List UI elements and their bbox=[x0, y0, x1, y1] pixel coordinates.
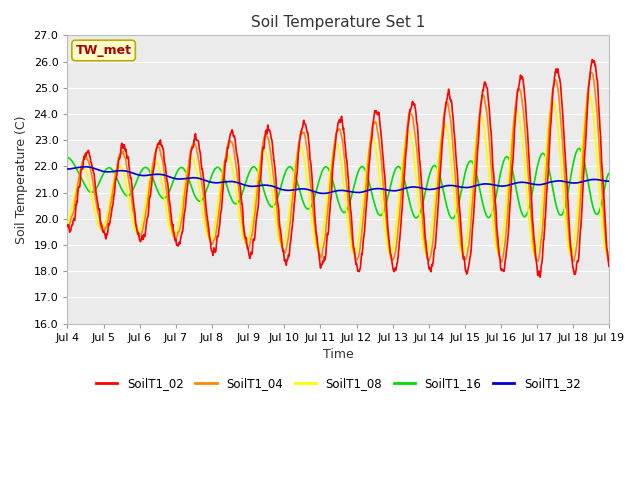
SoilT1_02 bbox=[541, 216, 549, 221]
SoilT1_32 bbox=[172, 176, 179, 181]
Line: SoilT1_02: SoilT1_02 bbox=[67, 60, 609, 277]
SoilT1_04 bbox=[587, 70, 595, 75]
SoilT1_02 bbox=[171, 237, 179, 242]
Line: SoilT1_16: SoilT1_16 bbox=[67, 148, 609, 218]
SoilT1_02 bbox=[588, 57, 596, 62]
SoilT1_04 bbox=[541, 188, 549, 193]
X-axis label: Time: Time bbox=[323, 348, 354, 361]
SoilT1_08 bbox=[387, 252, 395, 258]
SoilT1_04 bbox=[63, 224, 71, 230]
Line: SoilT1_08: SoilT1_08 bbox=[67, 95, 609, 255]
SoilT1_16 bbox=[575, 145, 583, 151]
SoilT1_16 bbox=[541, 153, 549, 159]
SoilT1_16 bbox=[184, 174, 192, 180]
SoilT1_16 bbox=[422, 184, 430, 190]
Title: Soil Temperature Set 1: Soil Temperature Set 1 bbox=[252, 15, 426, 30]
SoilT1_32 bbox=[423, 186, 431, 192]
SoilT1_16 bbox=[171, 174, 179, 180]
SoilT1_04 bbox=[493, 241, 501, 247]
SoilT1_32 bbox=[542, 180, 550, 186]
SoilT1_32 bbox=[605, 178, 613, 184]
SoilT1_02 bbox=[493, 229, 501, 235]
Text: TW_met: TW_met bbox=[76, 44, 132, 57]
SoilT1_32 bbox=[63, 166, 71, 172]
SoilT1_32 bbox=[319, 191, 326, 196]
SoilT1_04 bbox=[184, 166, 192, 171]
Line: SoilT1_04: SoilT1_04 bbox=[67, 72, 609, 263]
Y-axis label: Soil Temperature (C): Soil Temperature (C) bbox=[15, 115, 28, 244]
SoilT1_04 bbox=[244, 244, 252, 250]
SoilT1_04 bbox=[605, 260, 613, 266]
SoilT1_32 bbox=[245, 183, 253, 189]
SoilT1_02 bbox=[244, 250, 252, 255]
SoilT1_02 bbox=[536, 274, 544, 280]
SoilT1_08 bbox=[184, 164, 192, 169]
SoilT1_02 bbox=[422, 244, 430, 250]
SoilT1_16 bbox=[244, 171, 252, 177]
SoilT1_04 bbox=[171, 236, 179, 241]
SoilT1_08 bbox=[244, 236, 252, 242]
SoilT1_16 bbox=[493, 185, 501, 191]
SoilT1_02 bbox=[184, 180, 192, 185]
SoilT1_08 bbox=[541, 156, 549, 162]
SoilT1_08 bbox=[423, 252, 431, 257]
SoilT1_32 bbox=[494, 183, 502, 189]
SoilT1_04 bbox=[422, 251, 430, 257]
SoilT1_32 bbox=[82, 164, 90, 169]
SoilT1_32 bbox=[184, 175, 192, 181]
SoilT1_16 bbox=[449, 216, 456, 221]
SoilT1_08 bbox=[63, 219, 71, 225]
Legend: SoilT1_02, SoilT1_04, SoilT1_08, SoilT1_16, SoilT1_32: SoilT1_02, SoilT1_04, SoilT1_08, SoilT1_… bbox=[92, 373, 586, 395]
SoilT1_02 bbox=[605, 263, 613, 268]
SoilT1_08 bbox=[493, 250, 501, 256]
SoilT1_08 bbox=[605, 250, 613, 256]
SoilT1_08 bbox=[171, 233, 179, 239]
SoilT1_08 bbox=[586, 92, 593, 97]
Line: SoilT1_32: SoilT1_32 bbox=[67, 167, 609, 193]
SoilT1_16 bbox=[605, 170, 613, 176]
SoilT1_02 bbox=[63, 222, 71, 228]
SoilT1_16 bbox=[63, 155, 71, 160]
